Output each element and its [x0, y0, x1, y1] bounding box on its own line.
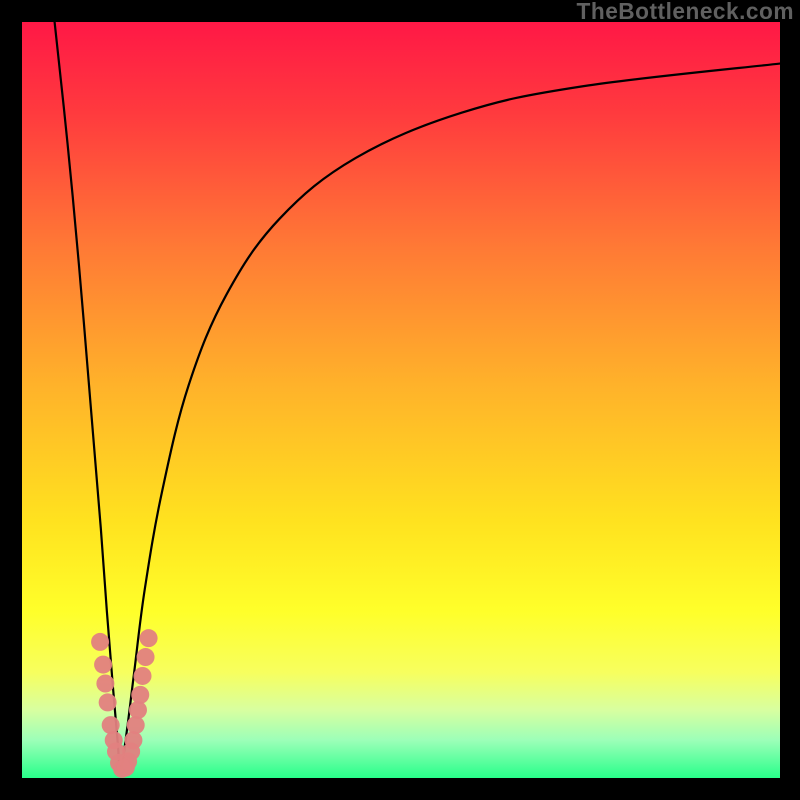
- data-point: [129, 701, 147, 719]
- data-point: [102, 716, 120, 734]
- data-point: [94, 656, 112, 674]
- data-point: [131, 686, 149, 704]
- data-point: [140, 629, 158, 647]
- data-point: [124, 731, 142, 749]
- data-point: [137, 648, 155, 666]
- chart-svg: [0, 0, 800, 800]
- bottleneck-curve: [55, 22, 780, 771]
- data-point: [91, 633, 109, 651]
- chart-container: TheBottleneck.com: [0, 0, 800, 800]
- data-point: [134, 667, 152, 685]
- data-point: [96, 675, 114, 693]
- data-point: [127, 716, 145, 734]
- data-point: [99, 693, 117, 711]
